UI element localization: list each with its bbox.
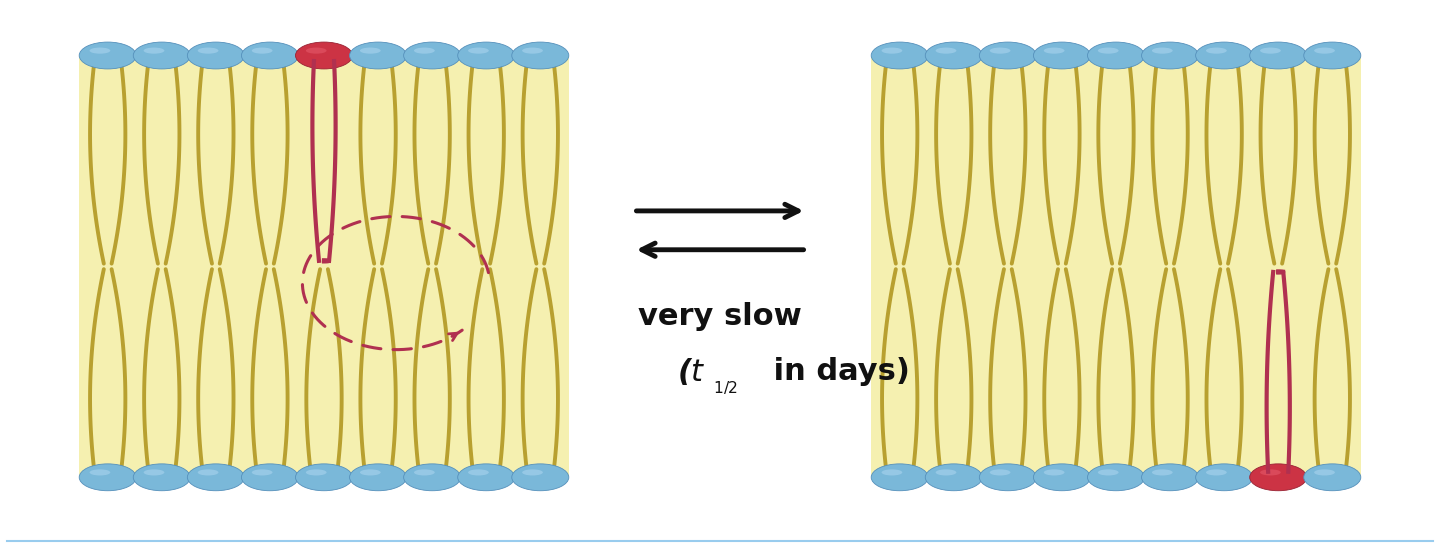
Ellipse shape — [403, 42, 461, 69]
Ellipse shape — [187, 42, 245, 69]
Ellipse shape — [1207, 470, 1227, 476]
Ellipse shape — [144, 48, 164, 54]
Ellipse shape — [989, 48, 1011, 54]
Ellipse shape — [1303, 464, 1361, 491]
Ellipse shape — [1303, 42, 1361, 69]
Ellipse shape — [79, 464, 137, 491]
Ellipse shape — [305, 470, 327, 476]
Ellipse shape — [1142, 464, 1198, 491]
Ellipse shape — [415, 470, 435, 476]
Ellipse shape — [1315, 48, 1335, 54]
Ellipse shape — [89, 48, 111, 54]
Ellipse shape — [360, 470, 380, 476]
Ellipse shape — [1097, 470, 1119, 476]
Ellipse shape — [881, 48, 903, 54]
Ellipse shape — [871, 464, 929, 491]
Text: ($t$: ($t$ — [677, 356, 706, 387]
Ellipse shape — [1044, 470, 1064, 476]
Ellipse shape — [1087, 42, 1145, 69]
Ellipse shape — [415, 48, 435, 54]
Ellipse shape — [252, 48, 272, 54]
Ellipse shape — [979, 464, 1037, 491]
Ellipse shape — [523, 470, 543, 476]
Ellipse shape — [242, 42, 298, 69]
Ellipse shape — [523, 48, 543, 54]
Ellipse shape — [144, 470, 164, 476]
Ellipse shape — [511, 42, 569, 69]
Ellipse shape — [305, 48, 327, 54]
Ellipse shape — [134, 42, 190, 69]
Ellipse shape — [295, 464, 353, 491]
Text: very slow: very slow — [638, 302, 802, 331]
Ellipse shape — [252, 470, 272, 476]
Ellipse shape — [468, 48, 488, 54]
Ellipse shape — [1142, 42, 1198, 69]
Ellipse shape — [187, 464, 245, 491]
Bar — [79, 56, 569, 477]
Bar — [871, 56, 1361, 477]
Ellipse shape — [403, 464, 461, 491]
Ellipse shape — [89, 470, 111, 476]
Ellipse shape — [871, 42, 929, 69]
Ellipse shape — [350, 464, 406, 491]
Ellipse shape — [1195, 464, 1253, 491]
Ellipse shape — [458, 42, 514, 69]
Ellipse shape — [1207, 48, 1227, 54]
Ellipse shape — [458, 464, 514, 491]
Ellipse shape — [197, 48, 219, 54]
Ellipse shape — [881, 470, 903, 476]
Ellipse shape — [468, 470, 488, 476]
Ellipse shape — [1044, 48, 1064, 54]
Ellipse shape — [197, 470, 219, 476]
Ellipse shape — [936, 48, 956, 54]
Ellipse shape — [989, 470, 1011, 476]
Ellipse shape — [1260, 48, 1280, 54]
Ellipse shape — [979, 42, 1037, 69]
Ellipse shape — [1087, 464, 1145, 491]
Ellipse shape — [926, 464, 982, 491]
Ellipse shape — [1097, 48, 1119, 54]
Ellipse shape — [1152, 470, 1172, 476]
Ellipse shape — [134, 464, 190, 491]
Ellipse shape — [1260, 470, 1280, 476]
Ellipse shape — [79, 42, 137, 69]
Text: $_{1/2}$: $_{1/2}$ — [713, 377, 737, 397]
Ellipse shape — [1152, 48, 1172, 54]
Ellipse shape — [1250, 464, 1306, 491]
Ellipse shape — [1034, 42, 1090, 69]
Ellipse shape — [926, 42, 982, 69]
Ellipse shape — [350, 42, 406, 69]
Ellipse shape — [242, 464, 298, 491]
Ellipse shape — [1250, 42, 1306, 69]
Ellipse shape — [1315, 470, 1335, 476]
Ellipse shape — [511, 464, 569, 491]
Ellipse shape — [295, 42, 353, 69]
Text: in days): in days) — [763, 357, 910, 386]
Ellipse shape — [360, 48, 380, 54]
Ellipse shape — [1034, 464, 1090, 491]
Ellipse shape — [936, 470, 956, 476]
Ellipse shape — [1195, 42, 1253, 69]
